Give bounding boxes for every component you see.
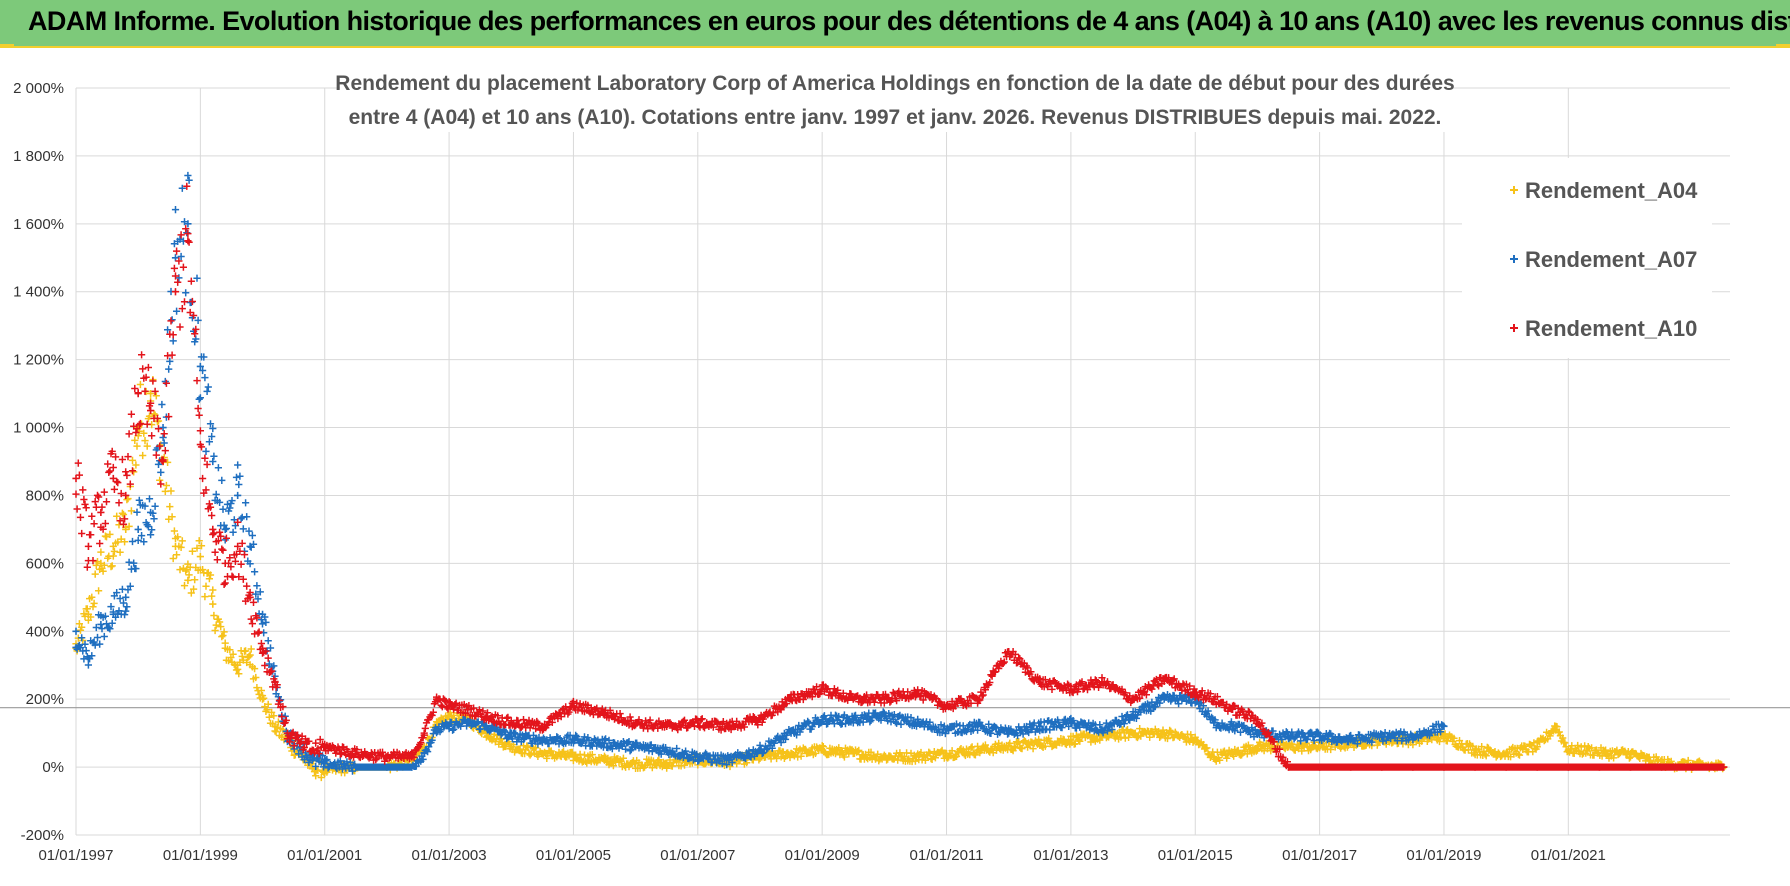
chart-title-box (340, 62, 1450, 132)
x-tick-label: 01/01/2017 (1282, 847, 1357, 864)
data-point-rendement_a04 (147, 389, 155, 398)
data-point-rendement_a10 (184, 237, 192, 245)
legend-marker-rendement_a04 (1510, 186, 1518, 194)
data-point-rendement_a07 (221, 525, 229, 534)
x-tick-label: 01/01/2005 (536, 847, 611, 864)
series-Rendement_A04 (72, 376, 1728, 782)
data-point-rendement_a10 (84, 542, 93, 550)
y-tick-label: 1 400% (13, 284, 64, 301)
x-tick-label: 01/01/2015 (1158, 847, 1233, 864)
scatter-marks-rendement_a07 (72, 171, 1447, 775)
scatter-marks-rendement_a04 (72, 376, 1727, 782)
data-point-rendement_a07 (122, 593, 130, 601)
chart-title-line-1: Rendement du placement Laboratory Corp o… (335, 72, 1454, 95)
legend-label-rendement_a07: Rendement_A07 (1525, 247, 1697, 272)
x-tick-label: 01/01/2019 (1406, 847, 1481, 864)
x-tick-label: 01/01/2011 (910, 847, 984, 864)
x-axis-labels: 01/01/1997 01/01/1999 01/01/2001 01/01/2003… (38, 847, 1605, 864)
y-tick-label: 0% (42, 759, 64, 776)
legend-box (1462, 158, 1712, 358)
data-point-rendement_a07 (171, 254, 180, 262)
y-tick-label: 1 600% (13, 216, 64, 233)
report-title: ADAM Informe. Evolution historique des p… (28, 6, 1790, 36)
x-tick-label: 01/01/2021 (1531, 847, 1606, 864)
y-tick-label: 200% (26, 691, 64, 708)
x-tick-label: 01/01/2001 (287, 847, 362, 864)
x-tick-label: 01/01/2007 (660, 847, 735, 864)
report-header: ADAM Informe. Evolution historique des p… (0, 0, 1790, 48)
data-point-rendement_a07 (72, 627, 80, 635)
scatter-marks-rendement_a10 (72, 182, 1727, 771)
series-Rendement_A10 (72, 182, 1728, 771)
x-tick-label: 01/01/1997 (38, 847, 113, 864)
data-point-rendement_a07 (234, 491, 242, 500)
data-point-rendement_a04 (209, 600, 217, 608)
data-point-rendement_a10 (147, 406, 155, 415)
y-tick-label: 2 000% (13, 80, 64, 97)
y-tick-label: 400% (26, 623, 64, 640)
legend-marker-rendement_a10 (1510, 324, 1518, 332)
y-tick-label: -200% (21, 827, 64, 844)
legend-label-rendement_a04: Rendement_A04 (1525, 178, 1698, 203)
y-axis-labels: 2 000% 1 800% 1 600% 1 400% 1 200% 1 000% 800%… (13, 80, 64, 844)
data-point-rendement_a10 (72, 474, 80, 483)
series-Rendement_A07 (72, 171, 1448, 775)
data-point-rendement_a07 (209, 457, 217, 466)
data-point-rendement_a10 (122, 491, 130, 500)
data-point-rendement_a04 (196, 552, 204, 561)
legend-label-rendement_a10: Rendement_A10 (1525, 316, 1697, 341)
performance-chart: 2 000% 1 800% 1 600% 1 400% 1 200% 1 000% 800%… (0, 62, 1790, 864)
legend-marker-rendement_a07 (1510, 255, 1518, 263)
data-series (72, 171, 1728, 782)
data-point-rendement_a07 (196, 362, 204, 371)
data-point-rendement_a07 (159, 423, 167, 432)
corner-accent-left (0, 44, 14, 48)
corner-accent-right (1776, 44, 1790, 48)
y-tick-label: 1 800% (13, 148, 64, 165)
chart-title-line-2: entre 4 (A04) et 10 ans (A10). Cotations… (349, 106, 1442, 129)
y-tick-label: 600% (26, 555, 64, 572)
data-point-rendement_a10 (97, 508, 105, 517)
x-tick-label: 01/01/1999 (163, 847, 238, 864)
x-tick-label: 01/01/2009 (785, 847, 860, 864)
data-point-rendement_a04 (184, 576, 192, 584)
data-point-rendement_a07 (134, 525, 142, 534)
y-tick-label: 1 000% (13, 420, 64, 437)
x-tick-label: 01/01/2013 (1033, 847, 1108, 864)
data-point-rendement_a10 (234, 542, 242, 550)
legend: Rendement_A04 Rendement_A07 Rendement_A10 (1510, 178, 1698, 341)
data-point-rendement_a10 (171, 288, 180, 296)
x-tick-label: 01/01/2003 (412, 847, 487, 864)
y-tick-label: 1 200% (13, 352, 64, 369)
y-tick-label: 800% (26, 487, 64, 504)
